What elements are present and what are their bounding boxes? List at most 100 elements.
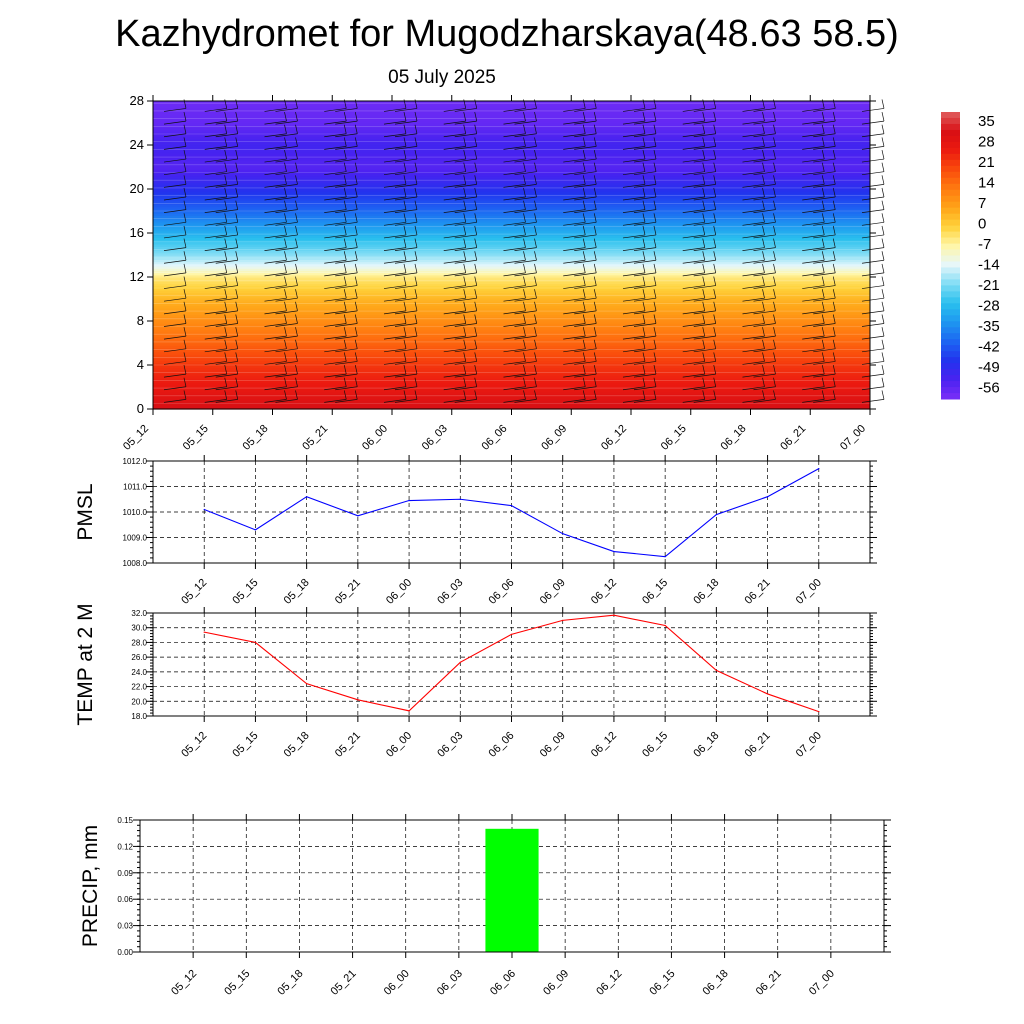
wind-barb <box>861 120 885 125</box>
wind-barb <box>514 133 537 138</box>
x-tick-label: 05_21 <box>300 423 330 453</box>
wind-barb <box>204 373 227 378</box>
wind-barb <box>275 221 298 226</box>
wind-barb-flag <box>713 314 717 324</box>
wind-barb <box>275 234 298 239</box>
wind-barb-flag <box>523 251 526 261</box>
wind-barb-flag <box>463 327 467 337</box>
heatmap-band <box>153 312 870 315</box>
wind-barb <box>742 120 765 125</box>
wind-barb <box>574 323 597 327</box>
wind-barb <box>394 361 418 365</box>
heatmap-band <box>153 217 870 221</box>
heatmap-band <box>153 123 870 126</box>
wind-barb-flag <box>832 339 836 349</box>
wind-barb <box>514 285 537 289</box>
wind-barb-flag <box>832 251 836 261</box>
wind-barb-flag <box>821 162 825 172</box>
wind-barb <box>802 234 825 239</box>
wind-barb-flag <box>474 124 478 134</box>
wind-barb <box>622 108 646 112</box>
wind-barb-flag <box>224 301 228 311</box>
heatmap-band <box>153 362 870 366</box>
wind-barb <box>861 196 885 201</box>
wind-barb <box>394 373 418 378</box>
wind-barb <box>204 108 227 112</box>
wind-barb <box>383 348 407 353</box>
colorbar-swatch <box>941 123 960 131</box>
wind-barb <box>275 310 298 315</box>
wind-barb-flag <box>295 276 298 286</box>
wind-barb-flag <box>523 390 526 400</box>
wind-barb <box>813 399 836 403</box>
wind-barb <box>563 247 586 251</box>
x-tick-label: 06_18 <box>691 730 721 760</box>
heatmap-band <box>153 156 870 159</box>
wind-barb-flag <box>702 238 706 248</box>
wind-barb-flag <box>653 276 657 286</box>
wind-barb-flag <box>295 200 298 210</box>
wind-barb <box>215 196 238 201</box>
wind-barb-flag <box>653 162 657 172</box>
x-tick-label: 06_09 <box>538 577 568 607</box>
wind-barb-flag <box>881 352 885 362</box>
wind-barb <box>204 247 227 251</box>
wind-barb-flag <box>702 327 706 337</box>
wind-barb <box>264 184 287 188</box>
wind-barb <box>574 399 597 403</box>
wind-barb <box>443 158 466 163</box>
wind-barb-flag <box>295 314 298 324</box>
wind-barb <box>163 399 187 403</box>
wind-barb-flag <box>354 314 358 324</box>
wind-barb <box>574 196 597 201</box>
wind-barb-flag <box>183 263 187 273</box>
wind-barb <box>813 373 836 378</box>
heatmap-band <box>153 314 870 318</box>
temp-point <box>613 614 615 616</box>
wind-barb-flag <box>224 390 228 400</box>
wind-barb <box>215 361 238 365</box>
wind-barb <box>443 348 466 353</box>
wind-barb-flag <box>642 289 646 299</box>
colorbar-swatch <box>941 153 960 161</box>
heatmap-band <box>153 230 870 234</box>
heatmap-band <box>153 321 870 324</box>
wind-barb <box>443 221 466 226</box>
wind-barb-flag <box>881 162 885 172</box>
y-tick-label: 18.0 <box>131 712 147 721</box>
wind-barb <box>514 108 537 112</box>
wind-barb-flag <box>832 301 836 311</box>
wind-barb-flag <box>284 149 287 160</box>
x-tick-label: 06_00 <box>382 968 412 998</box>
pmsl-point <box>613 550 615 553</box>
wind-barb <box>443 133 466 138</box>
wind-barb-flag <box>414 137 418 147</box>
wind-barb <box>514 335 537 340</box>
wind-barb <box>454 196 477 201</box>
wind-barb <box>335 285 358 289</box>
wind-barb-flag <box>821 276 825 286</box>
wind-barb-flag <box>414 187 418 198</box>
wind-barb-flag <box>523 225 526 236</box>
wind-barb-flag <box>702 162 706 172</box>
wind-barb <box>454 209 477 213</box>
wind-barb-flag <box>463 365 467 375</box>
wind-barb-flag <box>224 137 228 147</box>
wind-barb-flag <box>403 213 407 223</box>
wind-barb-flag <box>354 124 358 134</box>
y-tick-label: 30.0 <box>131 624 147 633</box>
wind-barb-flag <box>881 124 885 134</box>
wind-barb-flag <box>463 377 467 387</box>
wind-barb-flag <box>183 137 187 147</box>
wind-barb-flag <box>582 263 586 273</box>
wind-barb <box>443 146 466 150</box>
wind-barb-flag <box>534 213 537 223</box>
wind-barb-flag <box>295 263 298 273</box>
wind-barb <box>324 247 347 251</box>
wind-barb <box>215 171 238 176</box>
x-tick-label: 06_00 <box>360 423 390 453</box>
wind-barb-flag <box>343 339 347 349</box>
wind-barb <box>753 171 776 176</box>
wind-barb <box>693 272 716 277</box>
wind-barb <box>802 373 825 378</box>
